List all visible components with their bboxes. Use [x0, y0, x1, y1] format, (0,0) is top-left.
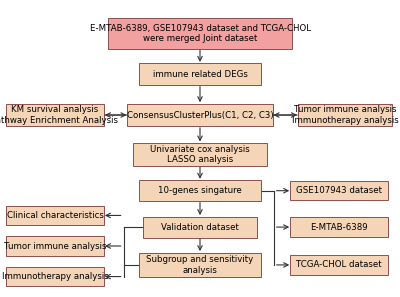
Text: Immunotherapy analysis: Immunotherapy analysis [2, 272, 108, 281]
Text: TCGA-CHOL dataset: TCGA-CHOL dataset [296, 260, 382, 269]
Text: GSE107943 dataset: GSE107943 dataset [296, 186, 382, 195]
FancyBboxPatch shape [290, 217, 388, 237]
Text: Subgroup and sensitivity
analysis: Subgroup and sensitivity analysis [146, 255, 254, 275]
FancyBboxPatch shape [290, 181, 388, 200]
Text: immune related DEGs: immune related DEGs [152, 70, 248, 79]
FancyBboxPatch shape [6, 104, 104, 127]
FancyBboxPatch shape [139, 252, 261, 277]
Text: E-MTAB-6389, GSE107943 dataset and TCGA-CHOL
were merged Joint dataset: E-MTAB-6389, GSE107943 dataset and TCGA-… [90, 24, 310, 43]
Text: Tumor immune analysis: Tumor immune analysis [4, 241, 106, 250]
FancyBboxPatch shape [6, 267, 104, 286]
FancyBboxPatch shape [139, 63, 261, 85]
FancyBboxPatch shape [298, 104, 392, 127]
Text: Clinical characteristics: Clinical characteristics [6, 211, 103, 220]
Text: 10-genes singature: 10-genes singature [158, 186, 242, 195]
Text: KM survival analysis
Pathway Enrichment Analysis: KM survival analysis Pathway Enrichment … [0, 105, 118, 125]
FancyBboxPatch shape [290, 255, 388, 275]
Text: Univariate cox analysis
LASSO analysis: Univariate cox analysis LASSO analysis [150, 145, 250, 164]
FancyBboxPatch shape [6, 206, 104, 225]
Text: Tumor immune analysis
Immunotherapy analysis: Tumor immune analysis Immunotherapy anal… [292, 105, 398, 125]
Text: ConsensusClusterPlus(C1, C2, C3): ConsensusClusterPlus(C1, C2, C3) [127, 110, 273, 119]
FancyBboxPatch shape [143, 217, 257, 238]
FancyBboxPatch shape [133, 143, 267, 166]
FancyBboxPatch shape [108, 18, 292, 49]
FancyBboxPatch shape [6, 236, 104, 256]
FancyBboxPatch shape [128, 104, 272, 127]
FancyBboxPatch shape [139, 180, 261, 201]
Text: E-MTAB-6389: E-MTAB-6389 [310, 222, 368, 232]
Text: Validation dataset: Validation dataset [161, 222, 239, 232]
